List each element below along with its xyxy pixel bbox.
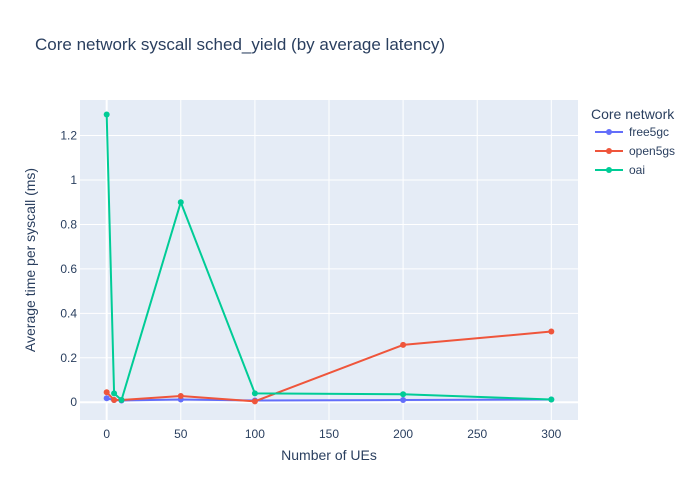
data-point-oai[interactable] — [103, 111, 110, 118]
data-point-open5gs[interactable] — [177, 393, 184, 399]
x-tick-label: 150 — [319, 427, 339, 441]
data-point-open5gs[interactable] — [548, 328, 555, 335]
data-point-free5gc[interactable] — [103, 395, 110, 402]
legend-marker-swatch — [606, 148, 612, 154]
series-lines — [103, 111, 555, 405]
legend-item-open5gs[interactable]: open5gs — [595, 144, 675, 158]
chart-title: Core network syscall sched_yield (by ave… — [35, 35, 445, 54]
legend-marker-swatch — [606, 129, 612, 135]
axis-ticks: 0 50 100 150 200 250 300 0 0.2 0.4 0.6 0.8 1 1.2 — [60, 129, 561, 441]
data-point-open5gs[interactable] — [251, 398, 258, 405]
series-open5gs — [103, 328, 555, 405]
data-point-open5gs[interactable] — [111, 397, 118, 403]
legend-items: free5gc open5gs oai — [595, 125, 675, 177]
x-axis-title: Number of UEs — [281, 447, 377, 463]
x-tick-label: 50 — [174, 427, 188, 441]
x-tick-label: 0 — [103, 427, 110, 441]
series-oai — [103, 111, 555, 403]
x-tick-label: 200 — [393, 427, 413, 441]
legend-marker-swatch — [606, 167, 612, 173]
y-tick-label: 0.6 — [60, 262, 77, 276]
grid — [80, 100, 578, 420]
data-point-oai[interactable] — [177, 199, 184, 206]
legend-title: Core network — [591, 106, 675, 122]
data-point-oai[interactable] — [111, 390, 118, 397]
x-tick-label: 250 — [467, 427, 487, 441]
x-tick-label: 100 — [245, 427, 265, 441]
x-tick-label: 300 — [541, 427, 561, 441]
data-point-oai[interactable] — [251, 390, 258, 397]
legend-label: oai — [629, 163, 645, 177]
y-tick-label: 0.2 — [60, 351, 77, 365]
legend-label: free5gc — [629, 125, 669, 139]
y-tick-label: 1.2 — [60, 129, 77, 143]
data-point-oai[interactable] — [548, 396, 555, 403]
data-point-free5gc[interactable] — [400, 397, 407, 403]
data-point-oai[interactable] — [400, 391, 407, 398]
y-axis-title: Average time per syscall (ms) — [22, 168, 38, 352]
data-point-oai[interactable] — [118, 397, 125, 403]
legend-item-oai[interactable]: oai — [595, 163, 645, 177]
legend-label: open5gs — [629, 144, 675, 158]
data-point-open5gs[interactable] — [103, 389, 110, 396]
y-tick-label: 0.4 — [60, 306, 77, 320]
y-tick-label: 1 — [70, 173, 77, 187]
y-tick-label: 0 — [70, 395, 77, 409]
data-point-open5gs[interactable] — [400, 341, 407, 348]
legend-item-free5gc[interactable]: free5gc — [595, 125, 669, 139]
y-tick-label: 0.8 — [60, 217, 77, 231]
legend: Core network free5gc open5gs oai — [591, 106, 675, 177]
